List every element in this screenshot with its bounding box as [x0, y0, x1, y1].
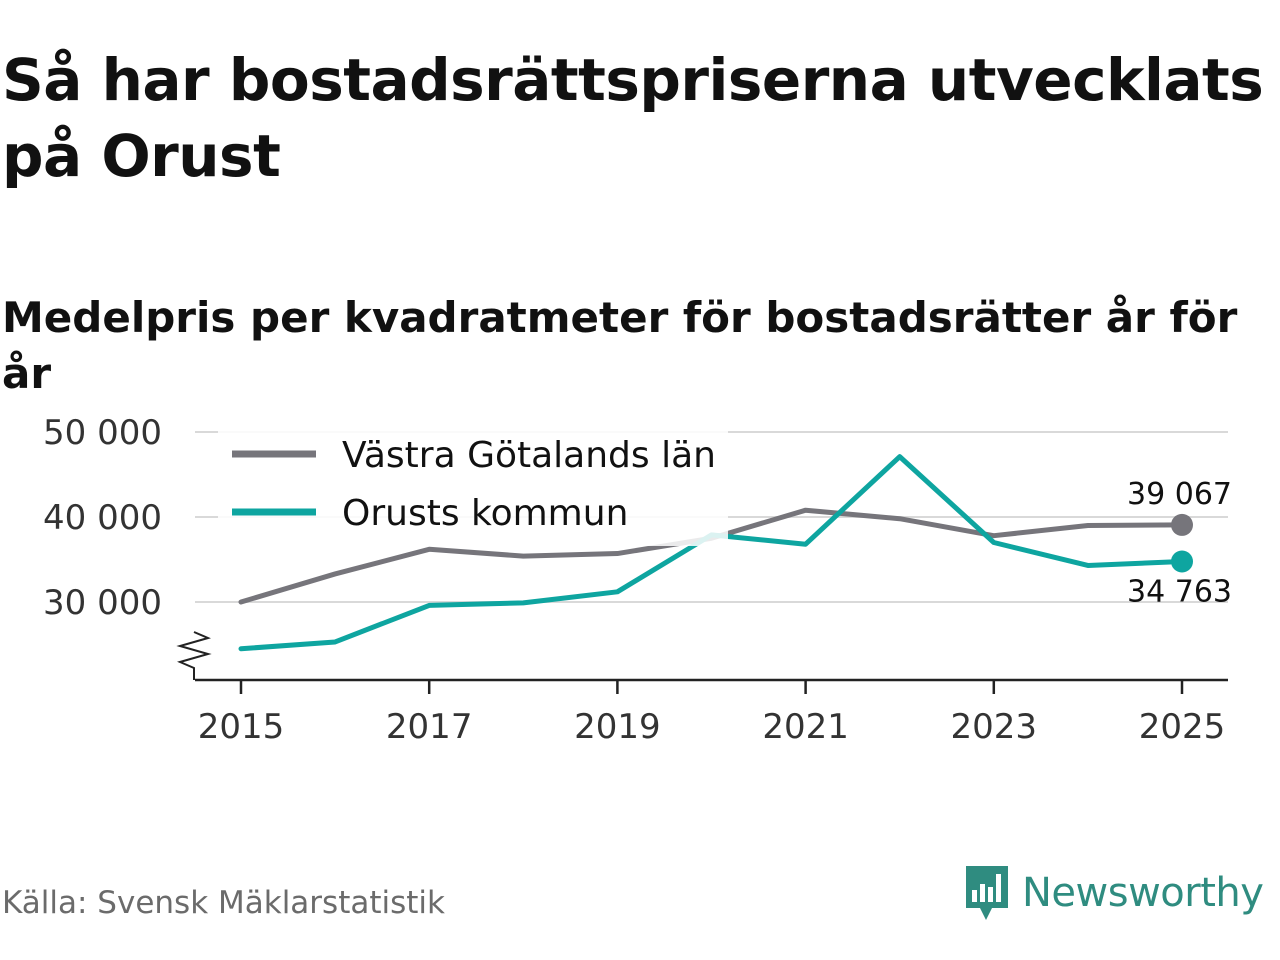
legend-box — [218, 428, 728, 546]
legend-label: Västra Götalands län — [342, 435, 716, 476]
y-tick-label: 40 000 — [43, 498, 162, 538]
legend: Västra Götalands län Orusts kommun — [218, 428, 728, 546]
x-tick-label: 2015 — [198, 707, 285, 747]
x-tick-label: 2019 — [574, 707, 661, 747]
end-value-label: 34 763 — [1127, 575, 1232, 610]
y-axis-labels: 30 000 40 000 50 000 — [43, 413, 162, 623]
end-point — [1171, 513, 1193, 536]
x-tick-label: 2023 — [951, 707, 1038, 747]
source-note: Källa: Svensk Mäklarstatistik — [2, 885, 445, 921]
x-tick-label: 2025 — [1139, 707, 1226, 747]
axis-break-icon — [176, 631, 212, 680]
brand-name: Newsworthy — [1022, 870, 1264, 916]
brand-logo: Newsworthy — [962, 862, 1264, 924]
end-value-label: 39 067 — [1127, 477, 1232, 512]
end-labels: 39 067 34 763 — [1127, 477, 1232, 610]
x-tick-label: 2021 — [762, 707, 849, 747]
legend-label: Orusts kommun — [342, 493, 628, 534]
y-tick-label: 30 000 — [43, 583, 162, 623]
x-axis: 2015 2017 2019 2021 2023 2025 — [176, 631, 1228, 747]
end-point — [1171, 550, 1193, 573]
line-chart: 2015 2017 2019 2021 2023 2025 30 000 40 000 50 … — [43, 413, 1232, 747]
x-tick-label: 2017 — [386, 707, 473, 747]
newsworthy-logo-icon — [966, 866, 1008, 920]
chart-subtitle: Medelpris per kvadratmeter för bostadsrä… — [2, 293, 1238, 398]
chart-title: Så har bostadsrättspriserna utvecklats p… — [2, 46, 1264, 190]
y-tick-label: 50 000 — [43, 413, 162, 453]
